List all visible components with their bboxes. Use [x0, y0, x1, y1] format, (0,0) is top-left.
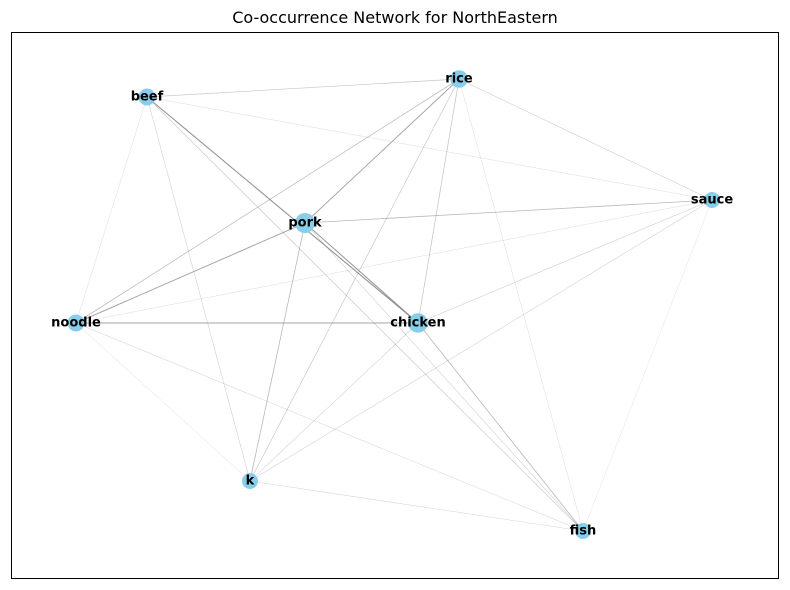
labels-layer: pork chicken rice beef noodle sauce k fish: [51, 72, 733, 539]
edge-noodle-fish: [75, 322, 584, 532]
edge-noodle-rice: [75, 78, 460, 324]
edge-sauce-fish: [582, 199, 713, 532]
node-label-beef: beef: [131, 90, 164, 105]
edge-sauce-chicken: [417, 199, 713, 324]
node-k: [242, 473, 258, 489]
edge-pork-sauce: [304, 199, 713, 224]
edge-pork-k: [249, 222, 306, 482]
node-label-sauce: sauce: [691, 193, 733, 208]
edge-beef-rice: [146, 78, 460, 98]
node-label-k: k: [246, 474, 255, 489]
plot-frame: [11, 32, 779, 579]
edge-pork-rice: [304, 78, 460, 224]
edge-rice-k: [249, 78, 460, 482]
edge-chicken-fish: [417, 322, 584, 532]
node-label-chicken: chicken: [390, 316, 446, 331]
edge-noodle-k: [75, 322, 251, 482]
node-fish: [575, 523, 591, 539]
node-label-noodle: noodle: [51, 316, 101, 331]
edge-beef-k: [146, 96, 251, 482]
edge-pork-chicken: [304, 222, 419, 324]
edge-beef-sauce: [146, 96, 713, 201]
node-rice: [450, 70, 468, 88]
edge-beef-chicken: [146, 96, 419, 324]
edge-sauce-k: [249, 199, 713, 482]
edge-beef-fish: [146, 96, 584, 532]
node-chicken: [408, 313, 428, 333]
edge-rice-sauce: [458, 78, 713, 201]
node-sauce: [704, 192, 720, 208]
edges-layer: [75, 78, 713, 532]
edge-chicken-k: [249, 322, 419, 482]
node-label-rice: rice: [445, 72, 473, 87]
edge-pork-noodle: [75, 222, 306, 324]
edge-pork-fish: [304, 222, 584, 532]
nodes-layer: [67, 70, 720, 539]
chart-title: Co-occurrence Network for NorthEastern: [232, 8, 558, 27]
edge-noodle-beef: [75, 96, 148, 324]
edge-noodle-sauce: [75, 199, 713, 324]
edge-k-fish: [249, 480, 584, 532]
node-pork: [295, 213, 315, 233]
node-label-fish: fish: [570, 524, 597, 539]
edge-rice-chicken: [417, 78, 460, 324]
node-beef: [138, 88, 156, 106]
node-noodle: [67, 314, 85, 332]
node-label-pork: pork: [288, 216, 322, 231]
edge-rice-fish: [458, 78, 584, 532]
